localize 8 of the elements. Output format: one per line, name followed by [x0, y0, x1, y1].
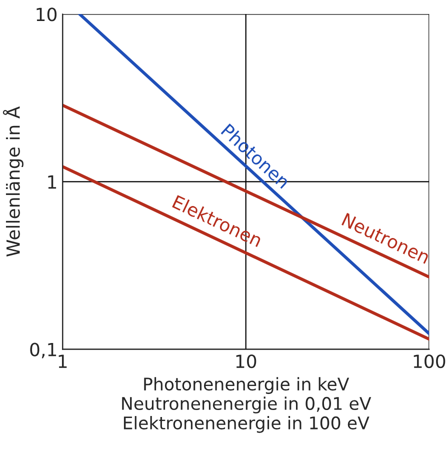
y-tick-label: 10: [36, 8, 57, 22]
x-tick-label: 100: [414, 354, 446, 368]
y-tick-label: 0,1: [30, 342, 56, 358]
y-axis-title: Wellenlänge in Å: [2, 106, 24, 257]
x-tick-label: 1: [58, 354, 67, 368]
y-tick-label: 1: [48, 175, 56, 189]
x-axis-title: Photonenenergie in keV Neutronenenergie in 0,01 eV Elektronenenergie in 100 eV: [122, 377, 372, 433]
x-tick-label: 10: [236, 354, 256, 368]
